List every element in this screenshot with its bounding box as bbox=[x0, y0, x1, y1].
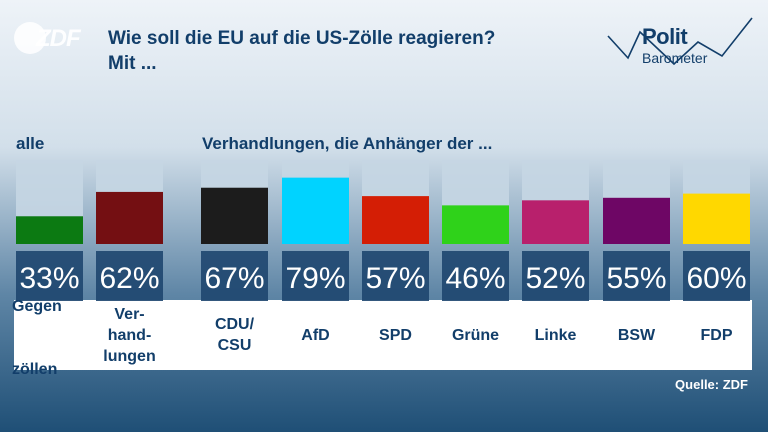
category-label-line: Ver- bbox=[114, 305, 145, 323]
category-label-linke: Linke bbox=[516, 325, 596, 346]
value-box-gegenz-llen bbox=[16, 251, 83, 301]
category-label-line: zöllen bbox=[12, 361, 58, 378]
group-label-parties: Verhandlungen, die Anhänger der ... bbox=[202, 134, 493, 153]
category-label-line: hand- bbox=[107, 326, 152, 344]
category-label-line: SPD bbox=[379, 326, 412, 344]
category-label-line: CSU bbox=[217, 337, 252, 354]
value-label-fdp: 60% bbox=[686, 262, 746, 295]
value-box-spd bbox=[362, 251, 429, 301]
chart-title: Wie soll die EU auf die US-Zölle reagier… bbox=[108, 26, 588, 76]
category-label-line: CDU/ bbox=[214, 316, 255, 333]
category-label-line: BSW bbox=[617, 326, 656, 344]
category-label-fdp: FDP bbox=[677, 325, 757, 346]
zdf-logo: ZDF bbox=[14, 20, 84, 56]
category-label-line: FDP bbox=[700, 326, 733, 344]
category-label-line: AfD bbox=[301, 326, 330, 344]
politbarometer-word-barometer: Barometer bbox=[642, 50, 708, 66]
category-label-line: Gegen bbox=[12, 298, 62, 315]
zdf-logo-text: ZDF bbox=[36, 25, 81, 52]
value-box-bsw bbox=[603, 251, 670, 301]
bar-spd bbox=[362, 196, 429, 244]
politbarometer-logo: Polit Barometer bbox=[604, 14, 756, 72]
value-box-gr-ne bbox=[442, 251, 509, 301]
category-label-line: Linke bbox=[534, 326, 577, 344]
category-label-verhandlungen: Ver-hand-lungen bbox=[90, 304, 170, 367]
bar-cdu-csu bbox=[201, 187, 268, 244]
value-label-linke: 52% bbox=[525, 262, 585, 295]
bar-gegenz-llen bbox=[16, 216, 83, 244]
value-label-spd: 57% bbox=[365, 262, 425, 295]
category-label-afd: AfD bbox=[276, 325, 356, 346]
politbarometer-word-polit: Polit bbox=[642, 24, 688, 49]
group-label-all: alle bbox=[16, 134, 45, 153]
value-box-verhandlungen bbox=[96, 251, 163, 301]
value-label-afd: 79% bbox=[285, 262, 345, 295]
bar-fdp bbox=[683, 193, 750, 244]
bar-linke bbox=[522, 200, 589, 244]
value-label-gr-ne: 46% bbox=[445, 262, 505, 295]
bar-verhandlungen bbox=[96, 191, 163, 244]
value-box-afd bbox=[282, 251, 349, 301]
source-note: Quelle: ZDF bbox=[675, 377, 748, 392]
bar-bsw bbox=[603, 197, 670, 244]
chart-title-line-1: Wie soll die EU auf die US-Zölle reagier… bbox=[108, 28, 496, 49]
category-label-line: lungen bbox=[103, 347, 156, 365]
bar-afd bbox=[282, 177, 349, 244]
value-label-gegenz-llen: 33% bbox=[19, 262, 79, 295]
category-label-line: Grüne bbox=[451, 326, 500, 344]
value-label-verhandlungen: 62% bbox=[99, 262, 159, 295]
category-label-cdu-csu: CDU/CSU bbox=[195, 314, 275, 356]
category-label-bsw: BSW bbox=[597, 325, 677, 346]
category-label-gr-ne: Grüne bbox=[436, 325, 516, 346]
value-box-fdp bbox=[683, 251, 750, 301]
zdf-logo-circle-icon bbox=[14, 22, 46, 54]
category-label-gegenz-llen: Gegen zöllen bbox=[12, 296, 82, 380]
chart-title-line-2: Mit ... bbox=[108, 53, 157, 74]
value-box-cdu-csu bbox=[201, 251, 268, 301]
politbarometer-zigzag-icon bbox=[607, 17, 753, 66]
value-label-cdu-csu: 67% bbox=[204, 262, 264, 295]
bar-gr-ne bbox=[442, 205, 509, 244]
value-box-linke bbox=[522, 251, 589, 301]
category-label-panel bbox=[14, 300, 752, 370]
category-label-spd: SPD bbox=[356, 325, 436, 346]
value-label-bsw: 55% bbox=[606, 262, 666, 295]
